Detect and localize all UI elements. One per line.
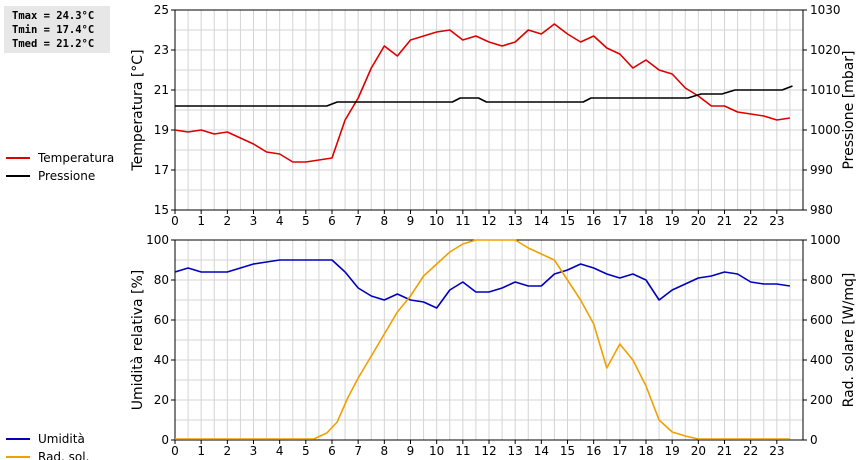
y-right-tick-label: 980: [810, 203, 833, 217]
x-tick-label: 22: [743, 444, 758, 458]
y-left-tick-label: 80: [154, 273, 169, 287]
y-right-axis-title: Pressione [mbar]: [841, 50, 857, 169]
x-tick-label: 9: [407, 214, 415, 228]
x-tick-label: 12: [481, 214, 496, 228]
y-left-tick-label: 23: [154, 43, 169, 57]
y-left-tick-label: 17: [154, 163, 169, 177]
y-right-axis-title: Rad. solare [W/mq]: [841, 273, 857, 408]
x-tick-label: 5: [302, 444, 310, 458]
y-right-tick-label: 200: [810, 393, 833, 407]
x-tick-label: 17: [612, 214, 627, 228]
stats-box: Tmax = 24.3°C Tmin = 17.4°C Tmed = 21.2°…: [4, 6, 110, 53]
x-tick-label: 5: [302, 214, 310, 228]
y-left-tick-label: 15: [154, 203, 169, 217]
x-tick-label: 8: [381, 444, 389, 458]
x-tick-label: 9: [407, 444, 415, 458]
legend-label: Temperatura: [37, 151, 114, 165]
x-tick-label: 18: [638, 214, 653, 228]
x-tick-label: 2: [224, 214, 232, 228]
x-tick-label: 14: [534, 444, 549, 458]
series-line-temperatura: [174, 23, 791, 163]
y-right-tick-label: 400: [810, 353, 833, 367]
x-tick-label: 7: [354, 444, 362, 458]
x-tick-label: 8: [381, 214, 389, 228]
x-tick-label: 15: [560, 444, 575, 458]
series-line-rad-sol-: [175, 239, 790, 440]
x-tick-label: 1: [197, 214, 205, 228]
y-left-tick-label: 100: [146, 233, 169, 247]
x-tick-label: 3: [250, 214, 258, 228]
x-tick-label: 16: [586, 444, 601, 458]
x-tick-label: 17: [612, 444, 627, 458]
y-left-axis-title: Temperatura [°C]: [130, 49, 146, 171]
x-tick-label: 19: [665, 444, 680, 458]
x-tick-label: 13: [508, 214, 523, 228]
x-tick-label: 10: [429, 214, 444, 228]
x-tick-label: 12: [481, 444, 496, 458]
y-left-tick-label: 60: [154, 313, 169, 327]
tmed-text: Tmed = 21.2°C: [12, 38, 95, 50]
x-tick-label: 22: [743, 214, 758, 228]
x-tick-label: 7: [354, 214, 362, 228]
chart-panel-bottom: 0 1 2 3 4 5 6 7 8 9 10 11 12 13 14 15 16 17 18 19 20 21 22 2302…: [6, 233, 857, 460]
legend-label: Umidità: [38, 432, 85, 446]
x-tick-label: 23: [769, 444, 784, 458]
x-tick-label: 4: [276, 214, 284, 228]
legend-label: Pressione: [38, 169, 95, 183]
y-left-tick-label: 21: [154, 83, 169, 97]
x-tick-label: 16: [586, 214, 601, 228]
x-tick-label: 21: [717, 444, 732, 458]
y-right-tick-label: 600: [810, 313, 833, 327]
y-right-tick-label: 1010: [810, 83, 841, 97]
x-tick-label: 18: [638, 444, 653, 458]
x-tick-label: 19: [665, 214, 680, 228]
x-tick-label: 0: [171, 214, 179, 228]
y-left-tick-label: 0: [161, 433, 169, 447]
x-tick-label: 11: [455, 214, 470, 228]
y-right-tick-label: 990: [810, 163, 833, 177]
x-tick-label: 14: [534, 214, 549, 228]
x-tick-label: 6: [328, 444, 336, 458]
y-left-tick-label: 25: [154, 3, 169, 17]
y-left-axis-title: Umidità relativa [%]: [130, 270, 146, 411]
x-tick-label: 3: [250, 444, 258, 458]
x-tick-label: 0: [171, 444, 179, 458]
x-tick-label: 13: [508, 444, 523, 458]
x-tick-label: 6: [328, 214, 336, 228]
x-tick-label: 21: [717, 214, 732, 228]
x-tick-label: 2: [224, 444, 232, 458]
x-tick-label: 4: [276, 444, 284, 458]
x-tick-label: 11: [455, 444, 470, 458]
x-tick-label: 1: [197, 444, 205, 458]
x-tick-label: 20: [691, 214, 706, 228]
y-right-tick-label: 0: [810, 433, 818, 447]
x-tick-label: 20: [691, 444, 706, 458]
y-right-tick-label: 800: [810, 273, 833, 287]
tmin-text: Tmin = 17.4°C: [12, 24, 95, 36]
x-tick-label: 10: [429, 444, 444, 458]
y-left-tick-label: 20: [154, 393, 169, 407]
series-line-pressione: [175, 85, 793, 107]
x-tick-label: 23: [769, 214, 784, 228]
tmax-text: Tmax = 24.3°C: [12, 10, 95, 22]
y-right-tick-label: 1020: [810, 43, 841, 57]
y-right-tick-label: 1000: [810, 123, 841, 137]
legend-label: Rad. sol.: [38, 450, 89, 460]
y-right-tick-label: 1030: [810, 3, 841, 17]
chart-panel-top: 0 1 2 3 4 5 6 7 8 9 10 11 12 13 14 15 16 17 18 19 20 21 22 2315…: [6, 3, 857, 228]
y-right-tick-label: 1000: [810, 233, 841, 247]
y-left-tick-label: 40: [154, 353, 169, 367]
y-left-tick-label: 19: [154, 123, 169, 137]
x-tick-label: 15: [560, 214, 575, 228]
series-line-umidit-: [174, 259, 791, 309]
